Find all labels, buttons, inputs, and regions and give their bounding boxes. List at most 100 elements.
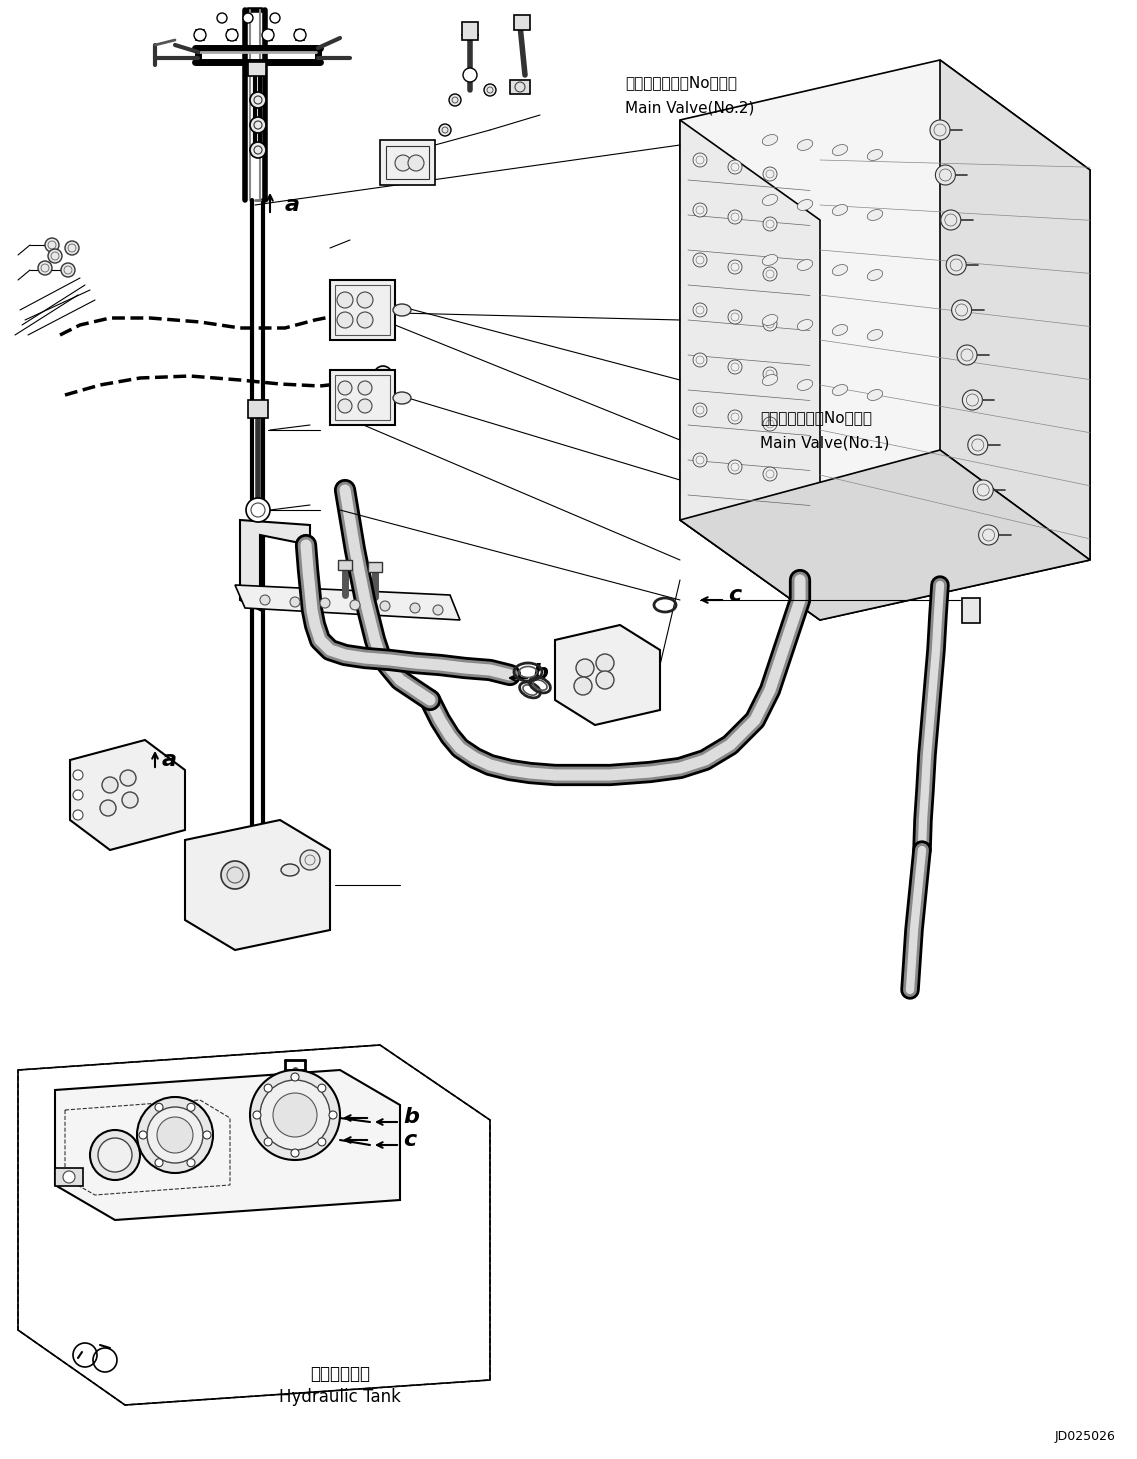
Polygon shape [680,120,820,620]
Circle shape [358,398,372,413]
Circle shape [574,677,592,694]
Circle shape [329,1110,337,1119]
Circle shape [250,1069,340,1160]
Circle shape [155,1103,163,1112]
Circle shape [763,467,777,481]
Text: c: c [728,585,741,605]
Circle shape [728,460,742,474]
Ellipse shape [832,264,848,276]
Circle shape [395,155,410,171]
Text: JD025026: JD025026 [1055,1430,1115,1443]
Circle shape [194,29,206,41]
Ellipse shape [868,270,882,280]
Circle shape [952,301,972,320]
Circle shape [338,381,352,395]
Circle shape [48,249,63,263]
Circle shape [269,13,280,23]
Circle shape [968,435,988,455]
Ellipse shape [762,315,778,325]
Circle shape [763,166,777,181]
Circle shape [350,600,360,610]
Circle shape [291,1150,299,1157]
Circle shape [136,1097,213,1173]
Polygon shape [185,820,330,950]
Ellipse shape [762,194,778,206]
Bar [380,140,435,185]
Circle shape [65,241,78,255]
Circle shape [576,659,594,677]
Circle shape [728,260,742,274]
Bar [248,61,266,76]
Text: c: c [402,1131,416,1150]
Circle shape [380,601,390,611]
Bar [368,562,382,572]
Ellipse shape [797,260,813,270]
Circle shape [147,1107,204,1163]
Text: メインバルブ（No．１）: メインバルブ（No．１） [760,410,872,425]
Circle shape [300,851,319,870]
Circle shape [763,217,777,231]
Circle shape [337,312,352,328]
Polygon shape [555,624,659,725]
Circle shape [439,124,451,136]
Circle shape [61,263,75,277]
Circle shape [410,603,420,613]
Bar [330,280,395,340]
Circle shape [338,398,352,413]
Circle shape [728,210,742,225]
Circle shape [692,252,707,267]
Circle shape [260,595,269,605]
Circle shape [250,92,266,108]
Circle shape [186,1103,196,1112]
Ellipse shape [797,140,813,150]
Circle shape [337,292,352,308]
Ellipse shape [832,144,848,156]
Ellipse shape [797,200,813,210]
Circle shape [318,1084,326,1093]
Circle shape [264,1138,272,1145]
Circle shape [433,605,443,616]
Circle shape [98,1138,132,1172]
Circle shape [449,93,460,107]
Circle shape [728,160,742,174]
Circle shape [763,368,777,381]
Ellipse shape [868,150,882,160]
Bar [338,560,352,570]
Circle shape [217,13,227,23]
Bar [248,400,268,417]
Circle shape [763,417,777,430]
Circle shape [728,360,742,374]
Ellipse shape [832,204,848,216]
Ellipse shape [832,324,848,336]
Circle shape [930,120,951,140]
Bar [55,1169,83,1186]
Circle shape [262,29,274,41]
Circle shape [139,1131,147,1139]
Bar [511,80,530,93]
Circle shape [122,792,138,808]
Circle shape [100,800,116,816]
Bar [330,371,395,425]
Circle shape [250,117,266,133]
Text: b: b [402,1107,418,1126]
Circle shape [973,480,994,500]
Circle shape [692,353,707,368]
Circle shape [319,598,330,608]
Circle shape [692,403,707,417]
Bar [335,285,390,336]
Text: Main Valve(No.2): Main Valve(No.2) [625,101,754,115]
Text: a: a [285,196,300,214]
Circle shape [358,381,372,395]
Circle shape [936,165,955,185]
Circle shape [155,1158,163,1167]
Text: 作動油タンク: 作動油タンク [310,1366,370,1383]
Circle shape [204,1131,211,1139]
Circle shape [763,317,777,331]
Ellipse shape [868,390,882,400]
Circle shape [290,597,300,607]
Bar [335,375,390,420]
Circle shape [463,69,478,82]
Circle shape [357,292,373,308]
Ellipse shape [868,330,882,340]
Circle shape [596,654,614,673]
